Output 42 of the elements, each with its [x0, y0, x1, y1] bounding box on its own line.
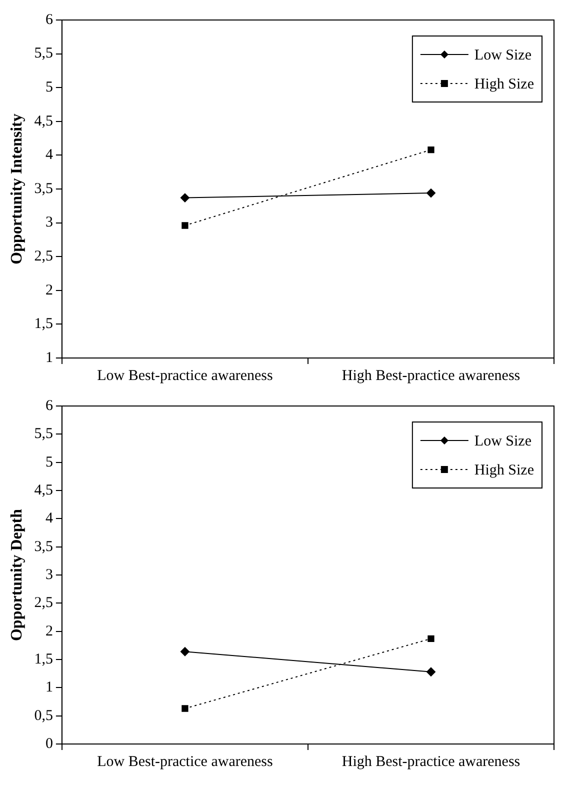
y-tick-label: 2: [45, 282, 53, 298]
x-tick-label: High Best-practice awareness: [342, 754, 520, 770]
legend-label: High Size: [474, 76, 534, 92]
x-tick-label: High Best-practice awareness: [342, 368, 520, 384]
y-tick-label: 1,5: [34, 651, 53, 668]
y-tick-label: 3,5: [34, 180, 53, 197]
y-tick-label: 4: [45, 510, 54, 527]
y-tick-label: 5,5: [34, 426, 53, 442]
legend-label: Low Size: [474, 47, 532, 64]
y-axis-title: Opportunity Depth: [8, 508, 26, 642]
point: [182, 222, 188, 229]
y-axis-title: Opportunity Intensity: [8, 114, 26, 264]
y-tick-label: 1: [45, 680, 53, 696]
y-tick-label: 4,5: [34, 113, 53, 130]
point: [180, 647, 190, 656]
legend-label: High Size: [474, 462, 534, 478]
y-tick-label: 2,5: [34, 248, 53, 265]
y-tick-label: 0,5: [34, 708, 53, 724]
y-tick-label: 3: [45, 214, 53, 231]
point: [182, 705, 188, 712]
y-tick-label: 6: [45, 398, 54, 414]
point: [428, 146, 434, 154]
y-tick-label: 4,5: [34, 482, 53, 498]
y-tick-label: 5,5: [34, 46, 53, 62]
y-tick-label: 1: [45, 350, 53, 366]
y-tick-label: 6: [45, 12, 54, 28]
x-tick-label: Low Best-practice awareness: [97, 754, 273, 770]
point: [180, 193, 190, 202]
y-tick-label: 3,5: [34, 538, 53, 555]
point: [428, 635, 434, 642]
y-tick-label: 3: [45, 566, 53, 583]
y-tick-label: 4: [45, 147, 54, 164]
legend-label: Low Size: [474, 433, 532, 450]
y-tick-label: 2: [45, 623, 53, 640]
point: [426, 667, 436, 676]
y-tick-label: 5: [45, 454, 53, 470]
y-tick-label: 5: [45, 80, 53, 96]
x-tick-label: Low Best-practice awareness: [97, 368, 273, 384]
y-tick-label: 0: [45, 736, 53, 752]
point: [426, 188, 436, 198]
y-tick-label: 1,5: [34, 316, 53, 332]
y-tick-label: 2,5: [34, 595, 53, 612]
